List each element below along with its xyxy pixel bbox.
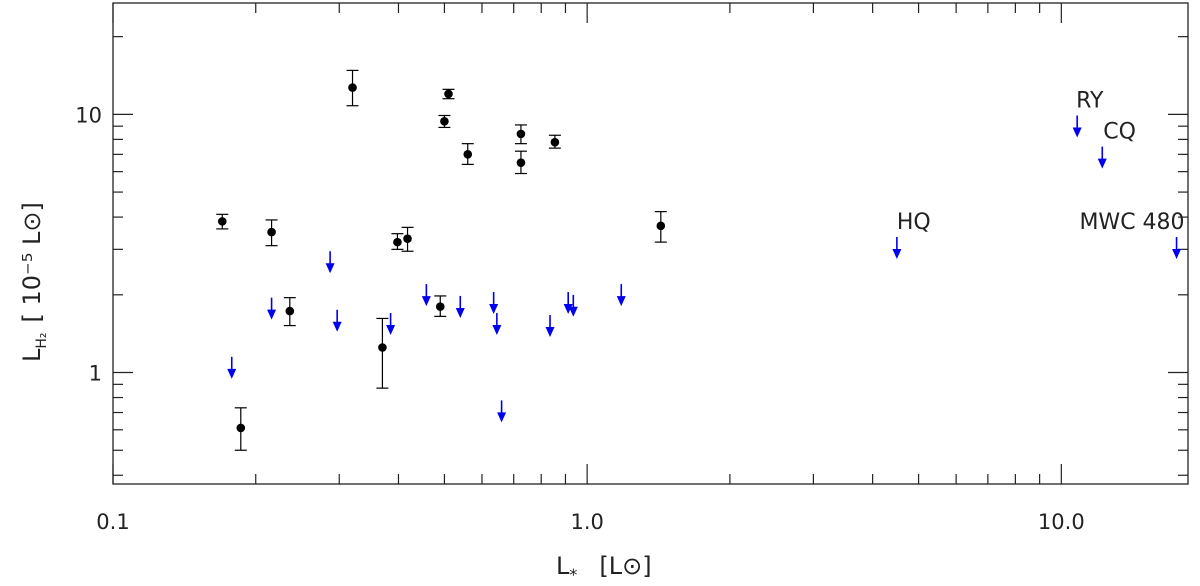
x-tick-label: 1.0 <box>570 510 603 534</box>
error-bars <box>216 69 667 451</box>
detection-point <box>444 89 453 99</box>
detection-point <box>393 237 402 247</box>
detection-point <box>267 227 276 237</box>
x-tick-label: 0.1 <box>96 510 129 534</box>
annotation-label: HQ <box>897 210 931 235</box>
detection-point <box>516 158 526 167</box>
detection-point <box>285 306 295 316</box>
x-axis-label-main: L <box>556 552 570 580</box>
x-tick-label: 10.0 <box>1038 510 1085 534</box>
y-tick-label: 1 <box>89 362 102 386</box>
detection-point <box>463 150 473 159</box>
upper-limit-head <box>455 307 465 318</box>
upper-limit-head <box>1097 158 1107 169</box>
upper-limit-head <box>267 309 277 320</box>
axis-ticks <box>112 3 1188 484</box>
y-axis-label-unit: [ 10⁻⁵ L⊙] <box>18 202 46 322</box>
detection-point <box>435 302 445 311</box>
detection-point <box>403 234 412 243</box>
upper-limit-head <box>892 248 902 259</box>
upper-limit-head <box>563 304 573 315</box>
upper-limit-head <box>545 327 555 338</box>
upper-limit-arrows <box>227 115 1182 423</box>
detection-points <box>217 83 666 433</box>
x-axis-label-unit: [L⊙] <box>599 552 651 580</box>
detection-point <box>378 343 387 352</box>
x-axis-label-sub: * <box>569 565 577 584</box>
upper-limit-head <box>616 296 626 307</box>
detection-point <box>236 423 246 433</box>
annotation-label: RY <box>1076 88 1104 113</box>
axis-tick-labels: 0.1 1.0 10.0 1 10 <box>75 103 1084 534</box>
y-axis-label: LH₂ [ 10⁻⁵ L⊙] <box>18 202 50 362</box>
detection-point <box>217 217 227 226</box>
y-tick-label: 10 <box>75 103 102 127</box>
detection-point <box>656 221 666 231</box>
x-axis-label: L* [L⊙] <box>556 552 652 584</box>
upper-limit-head <box>497 412 507 423</box>
annotation-label: MWC 480 <box>1079 210 1184 235</box>
upper-limit-head <box>492 325 502 336</box>
upper-limit-head <box>386 325 396 336</box>
plot-frame <box>112 2 1189 485</box>
detection-point <box>550 137 560 147</box>
y-axis-label-main: L <box>18 348 46 362</box>
upper-limit-head <box>227 368 237 379</box>
annotation-label: CQ <box>1103 120 1136 145</box>
upper-limit-head <box>325 263 335 274</box>
upper-limit-head <box>489 304 499 315</box>
y-axis-label-sub: H₂ <box>34 332 50 348</box>
upper-limit-head <box>568 306 578 317</box>
annotations: HQ RY CQ MWC 480 <box>897 88 1185 234</box>
detection-point <box>348 83 357 92</box>
detection-point <box>516 129 526 139</box>
detection-point <box>440 116 449 126</box>
upper-limit-head <box>332 321 342 332</box>
upper-limit-head <box>1072 127 1082 138</box>
upper-limit-head <box>421 296 431 307</box>
upper-limit-head <box>1172 248 1182 259</box>
